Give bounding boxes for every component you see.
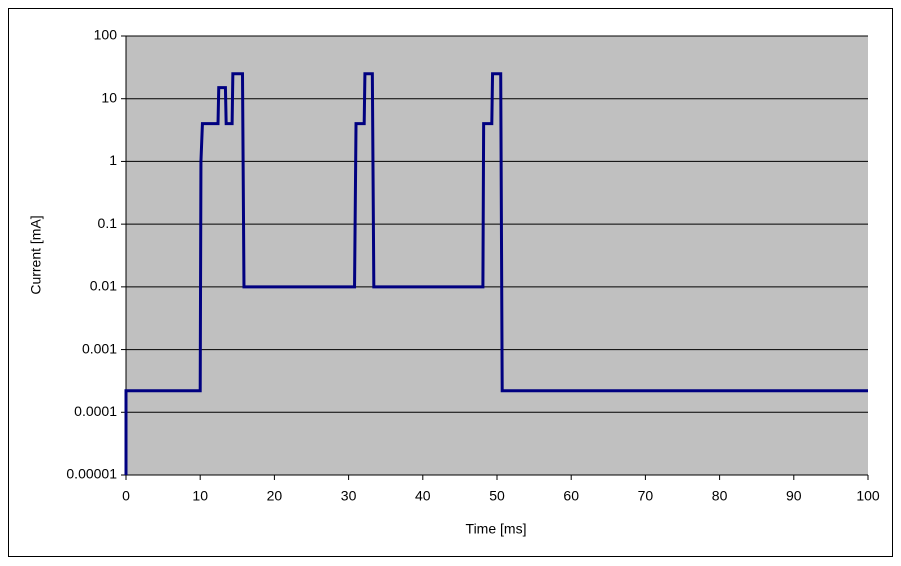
plot-area xyxy=(126,36,868,475)
x-tick-label: 20 xyxy=(267,488,283,504)
x-tick-label: 80 xyxy=(712,488,728,504)
y-tick-label: 0.0001 xyxy=(74,403,117,419)
x-tick-label: 100 xyxy=(856,488,880,504)
y-tick-label: 0.01 xyxy=(90,278,117,294)
x-tick-label: 60 xyxy=(563,488,579,504)
y-tick-label: 100 xyxy=(94,27,118,43)
x-tick-label: 50 xyxy=(489,488,505,504)
x-tick-label: 0 xyxy=(122,488,130,504)
y-tick-label: 0.001 xyxy=(82,340,117,356)
y-tick-label: 10 xyxy=(101,89,117,105)
data-line xyxy=(124,72,868,475)
y-tick-label: 0.00001 xyxy=(66,466,117,482)
x-axis-label: Time [ms] xyxy=(466,521,527,537)
x-tick-label: 40 xyxy=(415,488,431,504)
y-tick-label: 1 xyxy=(109,152,117,168)
x-tick-label: 90 xyxy=(786,488,802,504)
x-tick-label: 70 xyxy=(638,488,654,504)
y-tick-label: 0.1 xyxy=(98,215,118,231)
x-tick-label: 10 xyxy=(192,488,208,504)
y-axis-label: Current [mA] xyxy=(28,215,44,294)
x-tick-label: 30 xyxy=(341,488,357,504)
